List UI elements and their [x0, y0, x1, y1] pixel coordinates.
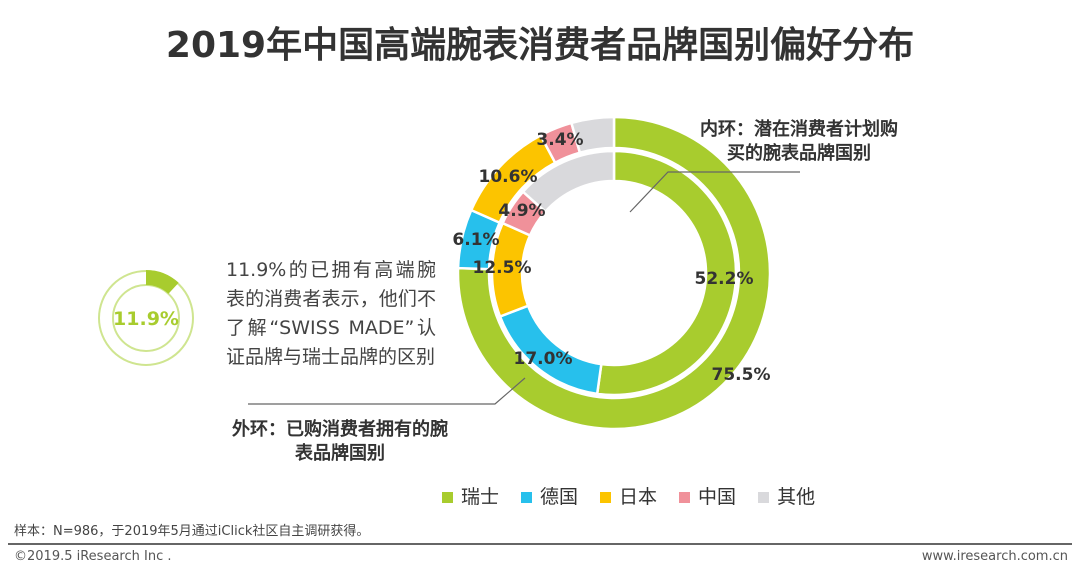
- legend-label: 瑞士: [461, 486, 500, 508]
- outer-label-1: 6.1%: [452, 230, 499, 250]
- legend-item: 其他: [758, 482, 815, 509]
- outer-label-0: 75.5%: [712, 365, 771, 385]
- inner-leader-line: [629, 171, 800, 213]
- outer-slice-0: [456, 115, 772, 431]
- legend-label: 日本: [619, 486, 658, 508]
- outer-ring-annotation: 外环：已购消费者拥有的腕 表品牌国别: [232, 418, 448, 466]
- legend-label: 其他: [777, 486, 816, 508]
- legend-item: 德国: [521, 482, 578, 509]
- outer-annotation-line2: 表品牌国别: [295, 443, 385, 464]
- legend-item: 瑞士: [442, 482, 499, 509]
- website: www.iresearch.com.cn: [921, 549, 1068, 564]
- inner-label-2: 12.5%: [473, 258, 532, 278]
- gauge-label: 11.9%: [113, 308, 179, 330]
- inner-annotation-line1: 内环：潜在消费者计划购: [700, 119, 898, 140]
- legend-item: 中国: [679, 482, 736, 509]
- outer-annotation-line1: 外环：已购消费者拥有的腕: [232, 419, 448, 440]
- legend-label: 中国: [698, 486, 737, 508]
- legend-swatch: [521, 492, 533, 503]
- inner-label-1: 17.0%: [514, 349, 573, 369]
- legend-swatch: [679, 492, 691, 503]
- inner-label-3: 4.9%: [498, 201, 545, 221]
- inner-annotation-line2: 买的腕表品牌国别: [727, 143, 871, 164]
- legend-swatch: [600, 492, 612, 503]
- legend-item: 日本: [600, 482, 657, 509]
- note-text: 11.9%的已拥有高端腕表的消费者表示，他们不了解“SWISS MADE”认证品…: [226, 259, 436, 368]
- legend-swatch: [758, 492, 770, 503]
- copyright: ©2019.5 iResearch Inc .: [14, 549, 172, 564]
- outer-label-2: 10.6%: [479, 167, 538, 187]
- inner-label-0: 52.2%: [695, 269, 754, 289]
- inner-slice-0: [595, 149, 738, 397]
- inner-ring-annotation: 内环：潜在消费者计划购 买的腕表品牌国别: [700, 118, 898, 166]
- outer-leader-line: [248, 377, 526, 405]
- inner-slice-4: [521, 149, 616, 214]
- legend-label: 德国: [540, 486, 579, 508]
- footnote: 样本：N=986，于2019年5月通过iClick社区自主调研获得。: [14, 524, 370, 539]
- gauge-fill: [146, 270, 179, 294]
- legend: 瑞士 德国 日本 中国 其他: [442, 482, 815, 509]
- chart-title: 2019年中国高端腕表消费者品牌国别偏好分布: [165, 25, 915, 66]
- legend-swatch: [442, 492, 453, 503]
- divider: [8, 543, 1072, 545]
- outer-slice-4: [569, 115, 616, 155]
- outer-label-3: 3.4%: [536, 130, 583, 150]
